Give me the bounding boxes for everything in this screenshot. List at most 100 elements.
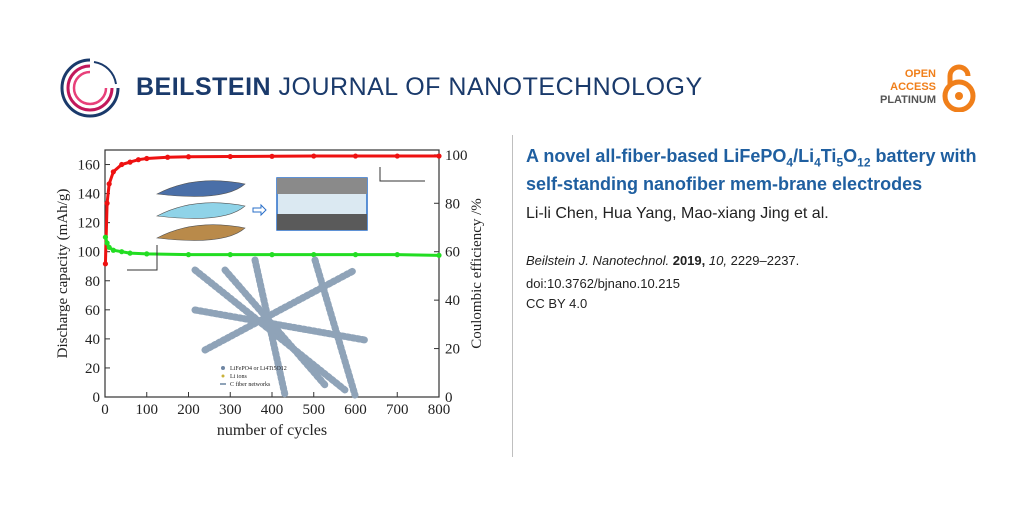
data-point <box>102 261 109 267</box>
cell-layer <box>277 214 367 230</box>
y-tick-label: 0 <box>93 390 101 406</box>
c-fiber <box>311 256 359 399</box>
header: BEILSTEIN JOURNAL OF NANOTECHNOLOGY OPEN… <box>0 0 1024 120</box>
article-info: A novel all-fiber-based LiFePO4/Li4Ti5O1… <box>526 146 996 311</box>
plot-frame <box>104 149 440 398</box>
data-point <box>436 252 442 258</box>
x-tick-label: 800 <box>428 402 451 418</box>
c-fiber <box>191 306 369 344</box>
data-point <box>110 169 116 175</box>
data-point <box>119 161 125 168</box>
citation-volume: 10, <box>708 252 727 268</box>
data-point <box>269 153 275 159</box>
divider <box>512 135 513 457</box>
chart-marks <box>102 153 442 267</box>
y2-tick-label: 40 <box>445 293 460 309</box>
y2-tick-label: 80 <box>445 196 460 212</box>
data-point <box>311 252 317 258</box>
open-lock-icon <box>942 64 976 112</box>
journal-abbrev: Beilstein J. Nanotechnol. <box>526 252 670 268</box>
y-tick-label: 60 <box>85 303 100 319</box>
data-point <box>165 154 171 160</box>
data-point <box>227 252 233 258</box>
y-axis-label: Discharge capacity (mAh/g) <box>55 189 71 359</box>
oa-open-text: OPEN <box>904 68 936 80</box>
data-point <box>110 247 116 253</box>
data-point <box>106 244 112 250</box>
inset-legend-label: LiFePO4 or Li4Ti5O12 <box>230 366 287 372</box>
graphical-abstract-chart: 100 200 300 400 500 600 700 800 00 20 40 60 80 100 120… <box>55 148 485 439</box>
journal-title[interactable]: BEILSTEIN JOURNAL OF NANOTECHNOLOGY <box>136 73 703 102</box>
beilstein-swirl-logo[interactable] <box>58 56 122 120</box>
license[interactable]: CC BY 4.0 <box>526 295 588 311</box>
oa-platinum-text: PLATINUM <box>879 94 936 106</box>
y-tick-label: 160 <box>78 158 101 174</box>
open-access-badge[interactable]: OPEN ACCESS PLATINUM <box>868 64 978 114</box>
data-point <box>436 153 442 159</box>
y2-tick-label: 20 <box>445 342 460 358</box>
data-point <box>394 153 400 159</box>
data-point <box>185 154 192 160</box>
data-point <box>227 153 233 160</box>
citation-year: 2019, <box>672 252 706 268</box>
x-tick-label: 700 <box>386 402 409 418</box>
data-point <box>104 200 110 206</box>
cell-layer <box>277 178 367 194</box>
data-point <box>269 252 275 258</box>
legend-marker <box>221 374 225 378</box>
x-tick-label: 600 <box>344 402 367 418</box>
legend-marker <box>221 366 225 370</box>
data-point <box>106 181 112 187</box>
data-point <box>135 157 141 163</box>
data-point <box>102 234 109 240</box>
x-tick-label: 0 <box>101 402 109 418</box>
data-point <box>104 240 110 246</box>
y-tick-label: 80 <box>85 274 100 290</box>
data-point <box>311 153 317 159</box>
electrode-sheet <box>156 180 246 197</box>
x-tick-label: 300 <box>219 402 242 418</box>
journal-title-rest: JOURNAL OF NANOTECHNOLOGY <box>271 73 703 101</box>
journal-title-bold: BEILSTEIN <box>136 73 272 101</box>
c-fiber <box>201 266 359 354</box>
x-tick-label: 400 <box>261 402 284 418</box>
data-point <box>352 252 359 258</box>
citation: Beilstein J. Nanotechnol. 2019, 10, 2229… <box>526 253 996 268</box>
data-point <box>144 155 150 162</box>
data-point <box>127 159 133 165</box>
y-tick-label: 20 <box>85 361 100 377</box>
citation-pages: 2229–2237. <box>730 252 800 268</box>
data-point <box>119 249 125 255</box>
data-point <box>144 251 150 257</box>
pointer-line <box>379 167 425 182</box>
c-fiber <box>221 266 329 389</box>
y2-tick-label: 100 <box>445 148 468 164</box>
data-point <box>394 252 400 258</box>
y-tick-label: 40 <box>85 332 100 348</box>
inset-legend-label: Li ions <box>230 374 247 380</box>
series-line <box>103 154 439 264</box>
doi[interactable]: doi:10.3762/bjnano.10.215 <box>526 275 680 291</box>
electrode-sheet <box>156 202 246 219</box>
pointer-line <box>127 245 158 271</box>
authors: Li-li Chen, Hua Yang, Mao-xiang Jing et … <box>526 204 829 222</box>
c-fiber <box>251 256 289 399</box>
x-tick-label: 200 <box>177 402 200 418</box>
article-title[interactable]: A novel all-fiber-based LiFePO4/Li4Ti5O1… <box>526 146 977 194</box>
x-tick-label: 500 <box>303 402 326 418</box>
arrow-icon <box>252 203 267 217</box>
y-tick-label: 140 <box>78 187 101 203</box>
y-tick-label: 120 <box>78 216 101 232</box>
x-tick-label: 100 <box>136 402 159 418</box>
data-point <box>352 153 359 159</box>
data-point <box>127 250 133 256</box>
chart-axes: 100 200 300 400 500 600 700 800 00 20 40 60 80 100 120… <box>55 148 485 439</box>
data-point <box>185 252 192 258</box>
oa-access-text: ACCESS <box>890 81 936 93</box>
y-tick-label: 100 <box>78 245 101 261</box>
inset-legend-label: C fiber networks <box>230 381 271 388</box>
x-axis-label: number of cycles <box>217 422 327 439</box>
electrode-sheet <box>156 224 246 241</box>
y2-axis-label: Coulombic efficiency /% <box>469 198 485 349</box>
